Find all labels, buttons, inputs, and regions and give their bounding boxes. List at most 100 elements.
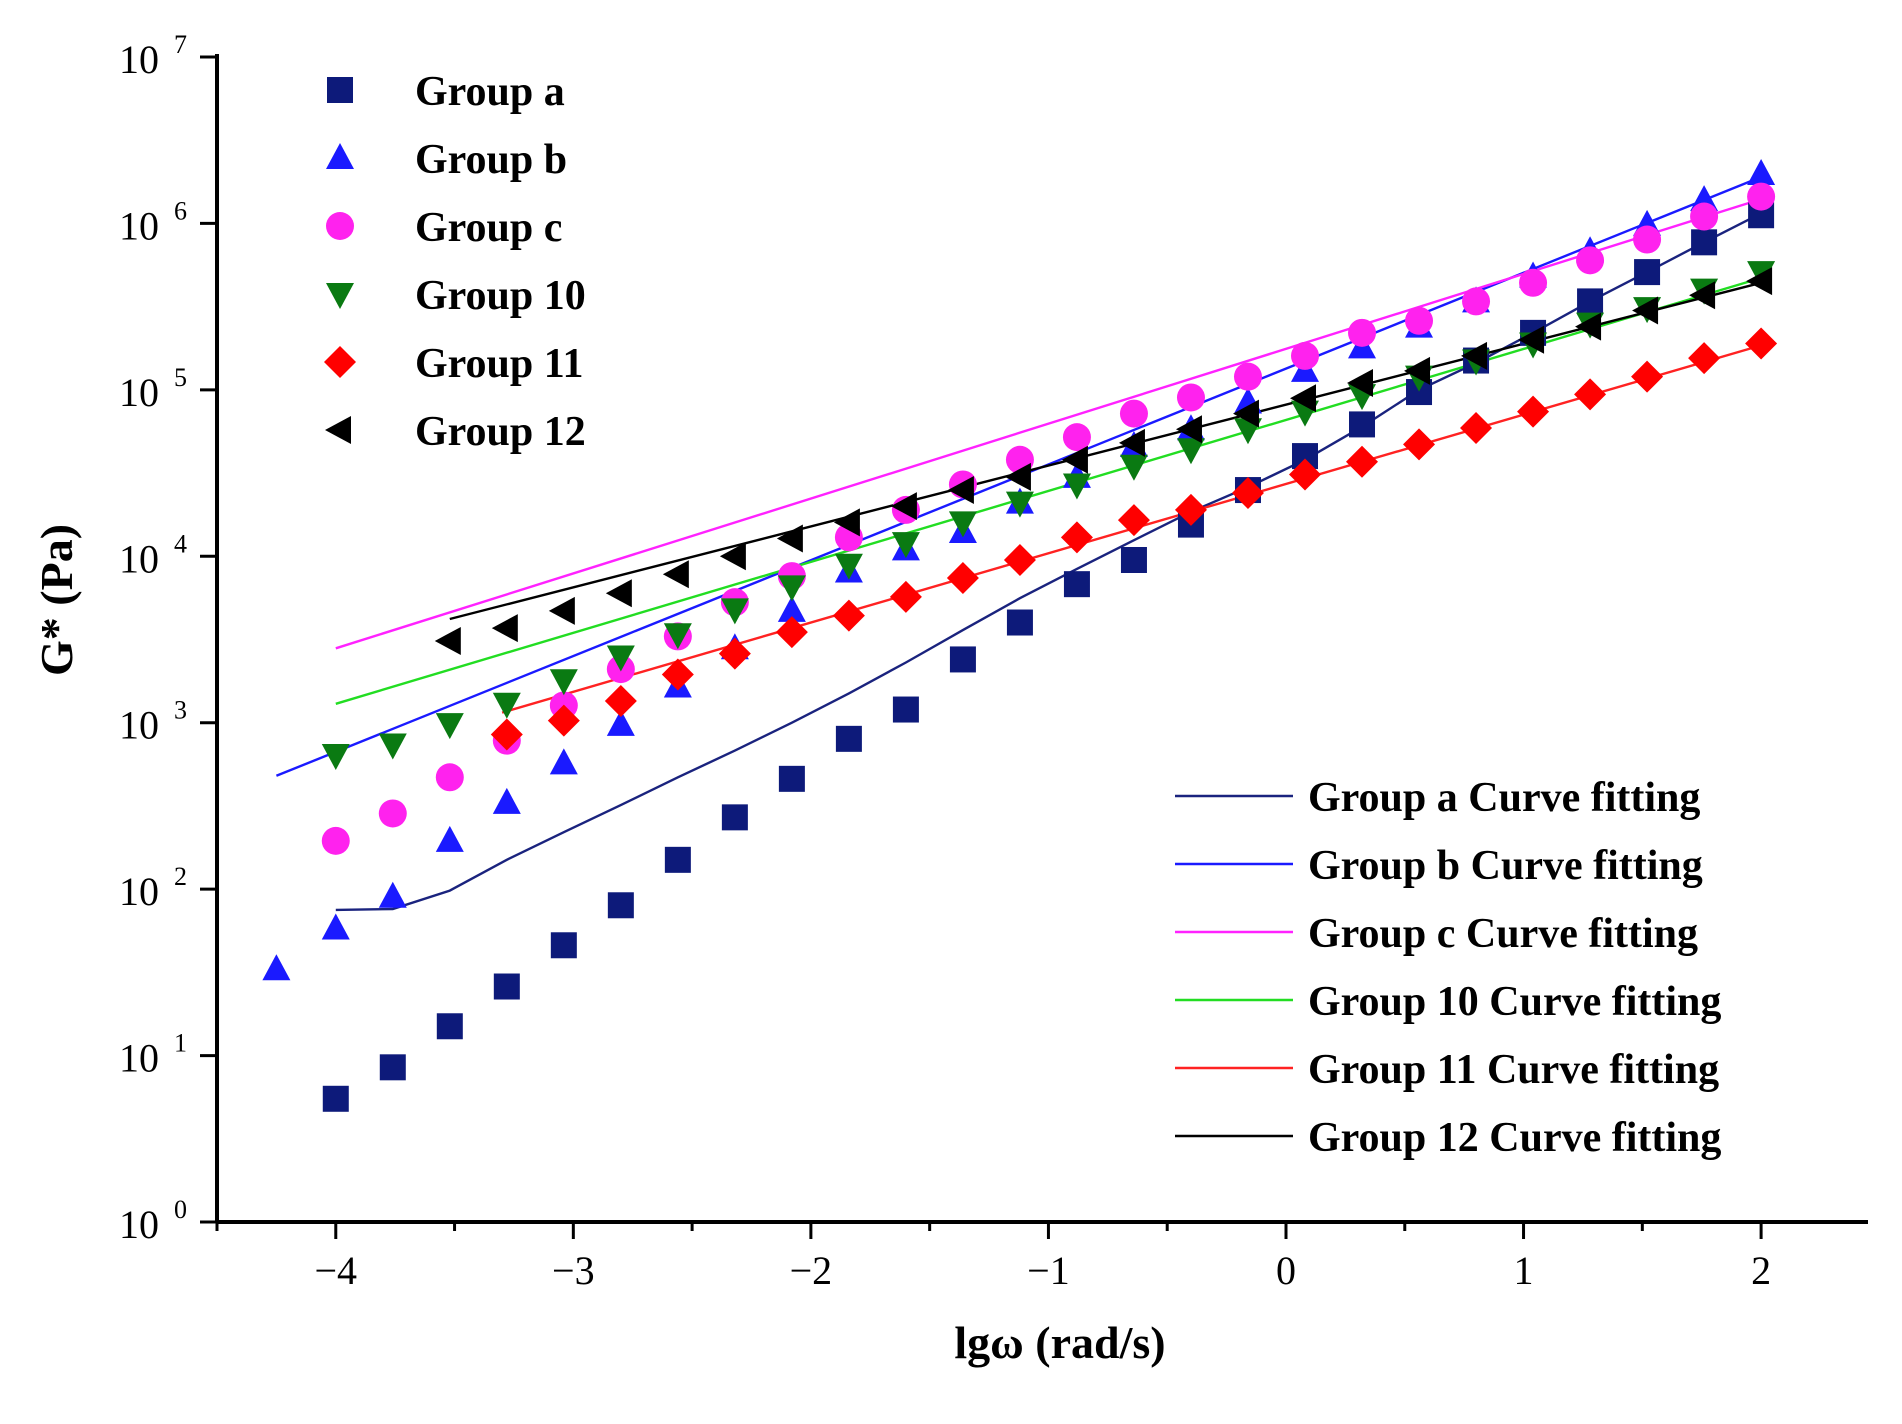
legend-label-group-11: Group 11 — [415, 341, 583, 387]
y-tick-base: 10 — [119, 1202, 159, 1247]
data-point-group-c — [1348, 318, 1377, 347]
fit-line-group-12-curve-fitting — [449, 281, 1762, 621]
y-tick-label: 10 — [119, 536, 159, 581]
data-point-group-11 — [604, 685, 637, 718]
data-point-group-12 — [1746, 267, 1773, 296]
data-point-group-a — [721, 804, 748, 831]
data-point-group-c — [1747, 182, 1776, 211]
data-point-group-10 — [549, 669, 578, 696]
y-tick-base: 10 — [119, 703, 159, 748]
x-tick-label: −2 — [790, 1248, 833, 1293]
data-point-group-12 — [1347, 368, 1374, 397]
x-tick-label: −3 — [552, 1248, 595, 1293]
x-axis-title: lgω (rad/s) — [954, 1317, 1165, 1368]
data-point-group-12 — [1061, 445, 1088, 474]
data-point-group-10 — [606, 645, 635, 672]
legend-markers: Group a Group b Group c Group 10 Group 11 Gro… — [324, 69, 586, 455]
legend-lines: Group a Curve fitting Group b Curve fitti… — [1175, 775, 1721, 1161]
data-point-group-a — [379, 1054, 406, 1081]
data-point-group-c — [1176, 383, 1205, 412]
data-point-group-11 — [1231, 477, 1264, 510]
data-point-group-12 — [1289, 384, 1316, 413]
data-point-group-12 — [776, 524, 803, 553]
data-point-group-c — [435, 763, 464, 792]
legend-line-label-group-a-curve-fitting: Group a Curve fitting — [1308, 775, 1700, 821]
data-point-group-10 — [663, 623, 692, 650]
data-point-group-a — [436, 1013, 463, 1040]
x-tick-label: −1 — [1027, 1248, 1070, 1293]
y-tick-base: 10 — [119, 1036, 159, 1081]
data-point-group-11 — [1460, 411, 1493, 444]
x-tick-label: 0 — [1276, 1248, 1296, 1293]
data-point-group-11 — [1288, 458, 1321, 491]
data-point-group-12 — [1232, 399, 1259, 428]
data-point-group-c — [1690, 202, 1719, 231]
y-tick-base: 10 — [119, 869, 159, 914]
y-tick-exponent: 4 — [174, 529, 187, 558]
data-point-group-10 — [378, 733, 407, 760]
data-point-group-12 — [434, 626, 461, 655]
data-point-group-12 — [1118, 428, 1145, 457]
data-point-group-12 — [947, 476, 974, 505]
legend-marker-group-c — [326, 212, 354, 240]
legend-label-group-c: Group c — [415, 205, 562, 251]
data-point-group-11 — [1688, 342, 1721, 375]
data-point-group-c — [1462, 287, 1491, 316]
data-point-group-10 — [948, 511, 977, 538]
data-point-group-a — [1063, 571, 1090, 598]
data-point-group-12 — [548, 596, 575, 625]
legend-label-group-a: Group a — [415, 69, 565, 115]
y-tick-base: 10 — [119, 536, 159, 581]
data-point-group-a — [778, 765, 805, 792]
y-tick-exponent: 7 — [174, 30, 187, 59]
data-point-group-a — [1349, 411, 1376, 438]
data-point-group-11 — [1174, 493, 1207, 526]
data-point-group-10 — [777, 575, 806, 602]
data-point-group-10 — [834, 553, 863, 580]
data-point-group-11 — [718, 637, 751, 670]
legend-line-label-group-c-curve-fitting: Group c Curve fitting — [1308, 911, 1698, 957]
data-point-group-11 — [1745, 327, 1778, 360]
y-tick-exponent: 1 — [174, 1029, 187, 1058]
data-point-group-11 — [1517, 395, 1550, 428]
legend-line-label-group-b-curve-fitting: Group b Curve fitting — [1308, 843, 1703, 889]
data-point-group-11 — [1117, 504, 1150, 537]
y-tick-label: 10 — [119, 37, 159, 82]
data-point-group-b — [777, 595, 806, 622]
data-point-group-a — [322, 1085, 349, 1112]
data-point-group-12 — [1404, 356, 1431, 385]
data-point-group-10 — [1005, 491, 1034, 518]
data-point-group-c — [1119, 399, 1148, 428]
data-point-group-11 — [661, 658, 694, 691]
data-point-group-12 — [833, 508, 860, 537]
legend-marker-group-10 — [326, 283, 354, 309]
data-point-group-12 — [1632, 296, 1659, 325]
data-point-group-10 — [321, 743, 350, 770]
y-tick-label: 10 — [119, 1202, 159, 1247]
data-point-group-12 — [1461, 341, 1488, 370]
data-point-group-12 — [890, 492, 917, 521]
legend-label-group-10: Group 10 — [415, 273, 586, 319]
data-point-group-b — [262, 954, 291, 981]
data-point-group-b — [378, 881, 407, 908]
data-point-group-b — [435, 825, 464, 852]
data-point-group-11 — [547, 704, 580, 737]
legend-marker-group-a — [327, 77, 353, 103]
data-point-group-12 — [1689, 281, 1716, 310]
x-tick-label: 1 — [1514, 1248, 1534, 1293]
data-point-group-b — [606, 709, 635, 736]
data-point-group-10 — [1176, 438, 1205, 465]
data-point-group-a — [835, 725, 862, 752]
data-point-group-a — [1577, 288, 1604, 315]
data-point-group-b — [549, 748, 578, 775]
data-point-group-b — [321, 913, 350, 940]
data-point-group-a — [607, 892, 634, 919]
data-point-group-12 — [1575, 312, 1602, 341]
data-point-group-12 — [1175, 415, 1202, 444]
data-point-group-11 — [832, 599, 865, 632]
y-tick-label: 10 — [119, 203, 159, 248]
y-tick-base: 10 — [119, 37, 159, 82]
axes: −4 −3 −2 −1 0 1 2 10 0 10 1 10 2 10 3 10 4 10 5 10 6 10 7 — [119, 30, 1868, 1293]
y-axis-title: G* (Pa) — [31, 524, 82, 676]
